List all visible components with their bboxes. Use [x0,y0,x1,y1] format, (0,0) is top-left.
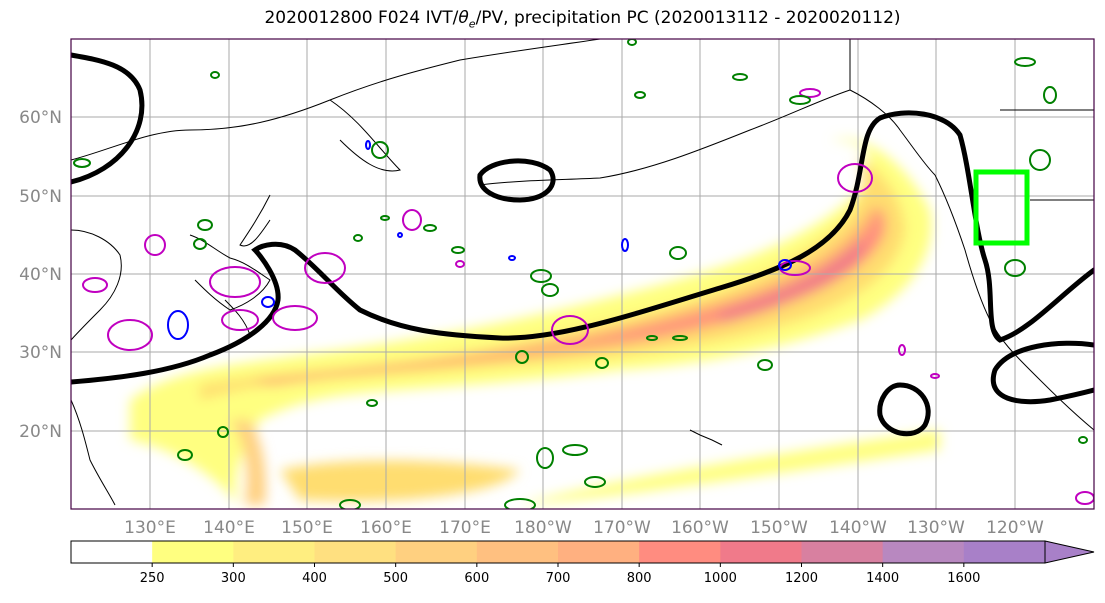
colorbar-tick-label: 1600 [947,571,980,586]
colorbar-tick-label: 300 [221,571,246,586]
lon-label: 160°E [360,518,412,538]
lat-label: 60°N [19,108,62,128]
lon-label: 130°E [124,518,176,538]
precip-positive-contours [73,39,1088,509]
lat-labels: 60°N 50°N 40°N 30°N 20°N [19,108,62,442]
colorbar-tick-label: 800 [627,571,652,586]
colorbar-cell [314,541,397,563]
lon-label: 120°W [986,518,1044,538]
colorbar-tick-label: 1400 [866,571,899,586]
precip-negative-contours [167,140,792,340]
colorbar-tick-label: 1200 [785,571,818,586]
lon-label: 180°W [514,518,572,538]
pv-contours [82,88,1094,505]
colorbar-cell [152,541,234,563]
lon-label: 140°E [203,518,255,538]
colorbar-cell [720,541,802,563]
colorbar-tick-label: 1000 [704,571,737,586]
colorbar-tick-label: 700 [546,571,571,586]
colorbar-tick-label: 250 [140,571,165,586]
colorbar-tick-label: 400 [302,571,327,586]
ivt-shading [130,138,940,505]
lat-label: 20°N [19,422,62,442]
lon-label: 170°E [439,518,491,538]
lon-label: 130°W [907,518,965,538]
colorbar-cell [963,541,1046,563]
theta-e-contours [71,52,1094,437]
colorbar-tick-label: 600 [464,571,489,586]
colorbar-cell [801,541,884,563]
map-border [70,38,1095,510]
lat-label: 50°N [19,187,62,207]
lon-label: 140°W [829,518,887,538]
lat-label: 30°N [19,343,62,363]
graticule [71,39,1094,509]
lon-label: 150°E [281,518,333,538]
colorbar-cell [71,541,153,563]
lon-label: 150°W [750,518,808,538]
lon-labels: 130°E 140°E 150°E 160°E 170°E 180°W 170°… [124,518,1044,538]
colorbar-cell [558,541,640,563]
lon-label: 160°W [671,518,729,538]
colorbar-cell [233,541,315,563]
colorbar-cell [639,541,721,563]
target-region-box [973,169,1030,246]
colorbar: 250 300 400 500 600 700 800 1000 1200 1400 1600 [70,540,1095,586]
colorbar-cell [476,541,559,563]
colorbar-arrow [1044,540,1095,564]
lat-label: 40°N [19,265,62,285]
colorbar-cell [395,541,478,563]
colorbar-tick-label: 500 [383,571,408,586]
colorbar-cell [882,541,965,563]
lon-label: 170°W [593,518,651,538]
map-title: 2020012800 F024 IVT/θe/PV, precipitation… [264,8,901,31]
